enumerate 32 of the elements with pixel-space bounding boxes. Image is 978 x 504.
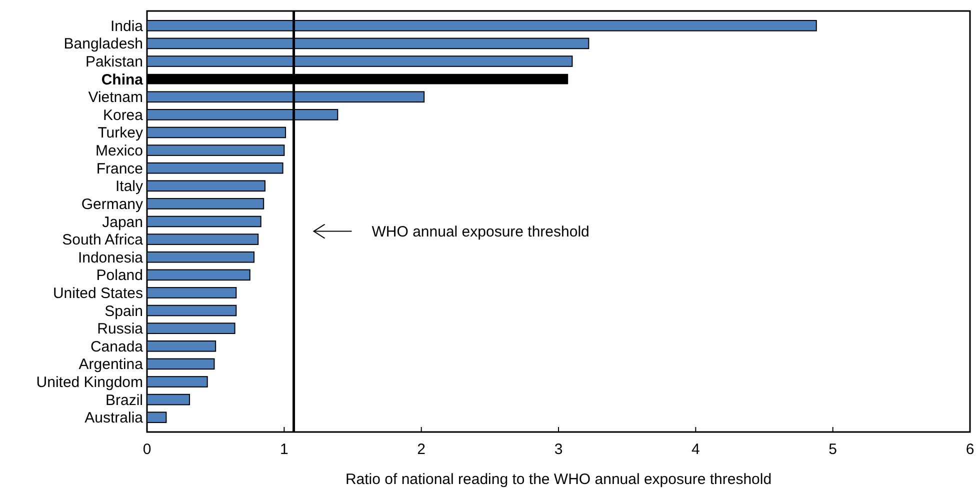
y-tick-label: Poland	[96, 267, 143, 284]
x-axis-title: Ratio of national reading to the WHO annual exposure threshold	[345, 471, 772, 488]
y-tick-label: Italy	[115, 178, 144, 196]
y-tick-label: United Kingdom	[36, 374, 143, 391]
x-tick-label: 1	[280, 441, 288, 458]
y-tick-label: South Africa	[62, 232, 144, 249]
x-tick-label: 3	[554, 441, 563, 458]
x-tick-label: 0	[142, 441, 152, 458]
y-tick-label: Turkey	[98, 124, 144, 142]
y-tick-label: Spain	[104, 302, 143, 320]
x-tick-label: 5	[828, 441, 838, 458]
ref-line-label: WHO annual exposure threshold	[372, 224, 590, 241]
y-tick-label: Germany	[81, 196, 144, 213]
y-tick-label: Pakistan	[85, 54, 143, 70]
y-tick-label: Mexico	[95, 142, 143, 160]
y-tick-label: Canada	[90, 338, 144, 356]
y-tick-label: Argentina	[78, 356, 144, 374]
y-tick-label: Bangladesh	[64, 36, 143, 53]
y-tick-label: Russia	[97, 320, 144, 338]
y-tick-label: China	[101, 71, 144, 88]
y-tick-label: Vietnam	[88, 89, 143, 106]
y-tick-label: Japan	[102, 214, 143, 231]
x-tick-label: 4	[691, 441, 700, 458]
x-tick-label: 6	[966, 441, 974, 458]
y-tick-label: Brazil	[105, 392, 143, 409]
y-tick-label: United States	[52, 284, 143, 302]
y-tick-label: India	[110, 18, 144, 35]
y-tick-label: Australia	[84, 410, 144, 427]
y-tick-label: Indonesia	[78, 249, 144, 266]
y-tick-label: France	[96, 160, 143, 178]
y-tick-label: Korea	[102, 106, 144, 124]
x-tick-label: 2	[417, 441, 426, 458]
